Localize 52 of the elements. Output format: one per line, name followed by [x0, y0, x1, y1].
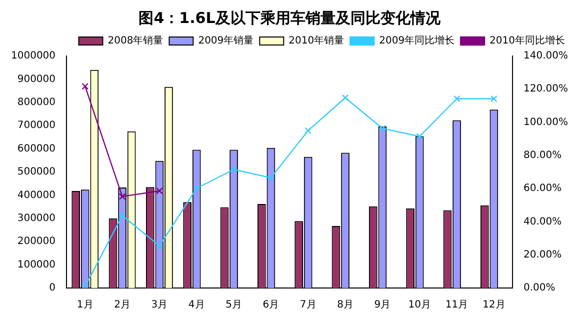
y-tick-label: 0	[49, 282, 56, 294]
legend-label: 2009年同比增长	[379, 34, 455, 47]
x-tick-label: 12月	[482, 300, 506, 311]
x-tick-label: 5月	[226, 300, 242, 311]
y-tick-label: 100000	[17, 259, 56, 270]
y2-tick-label: 100.00%	[524, 116, 568, 128]
x-tick-label: 9月	[374, 300, 391, 311]
x-tick-label: 10月	[408, 300, 431, 311]
point	[118, 212, 126, 220]
y-tick-label: 300000	[17, 212, 56, 224]
y2-tick-label: 40.00%	[524, 216, 562, 228]
x-tick-label: 2月	[114, 300, 130, 311]
y2-tick-label: 140.00%	[524, 50, 568, 62]
legend-label: 2010年销量	[288, 34, 344, 47]
point	[490, 95, 498, 102]
y2-tick-label: 120.00%	[524, 84, 568, 95]
point	[156, 242, 163, 250]
point	[379, 124, 386, 132]
x-tick-label: 8月	[337, 300, 354, 311]
y2-tick-label: 80.00%	[524, 150, 562, 162]
x-tick-label: 4月	[188, 300, 205, 311]
point	[268, 174, 274, 182]
x-tick-label: 7月	[300, 300, 316, 311]
y2-tick-label: 20.00%	[524, 249, 562, 260]
point	[193, 184, 200, 192]
y-tick-label: 200000	[17, 236, 56, 248]
point	[453, 95, 460, 102]
y2-tick-label: 0.00%	[524, 282, 556, 294]
x-tick-label: 11月	[445, 300, 468, 311]
y-tick-label: 900000	[17, 74, 56, 85]
y-tick-label: 600000	[17, 143, 56, 154]
y-tick-label: 400000	[17, 190, 56, 201]
legend-label: 2008年销量	[108, 34, 164, 47]
x-tick-label: 6月	[262, 300, 280, 311]
point	[82, 282, 89, 288]
point	[304, 127, 312, 134]
point	[118, 193, 126, 200]
x-tick-label: 1月	[76, 300, 94, 311]
y-tick-label: 500000	[17, 166, 56, 178]
point	[82, 82, 89, 90]
x-tick-label: 3月	[151, 300, 168, 311]
y-tick-label: 1000000	[10, 50, 56, 62]
y-tick-label: 800000	[17, 96, 56, 108]
point	[342, 94, 349, 102]
legend-label: 2010年同比增长	[490, 34, 566, 47]
y2-tick-label: 60.00%	[524, 183, 562, 194]
legend-label: 2009年销量	[198, 34, 254, 47]
chart-title: 图4：1.6L及以下乘用车销量及同比变化情况	[138, 8, 442, 27]
point	[156, 187, 163, 194]
point	[230, 166, 238, 173]
point	[416, 132, 424, 140]
y-tick-label: 700000	[17, 120, 56, 132]
